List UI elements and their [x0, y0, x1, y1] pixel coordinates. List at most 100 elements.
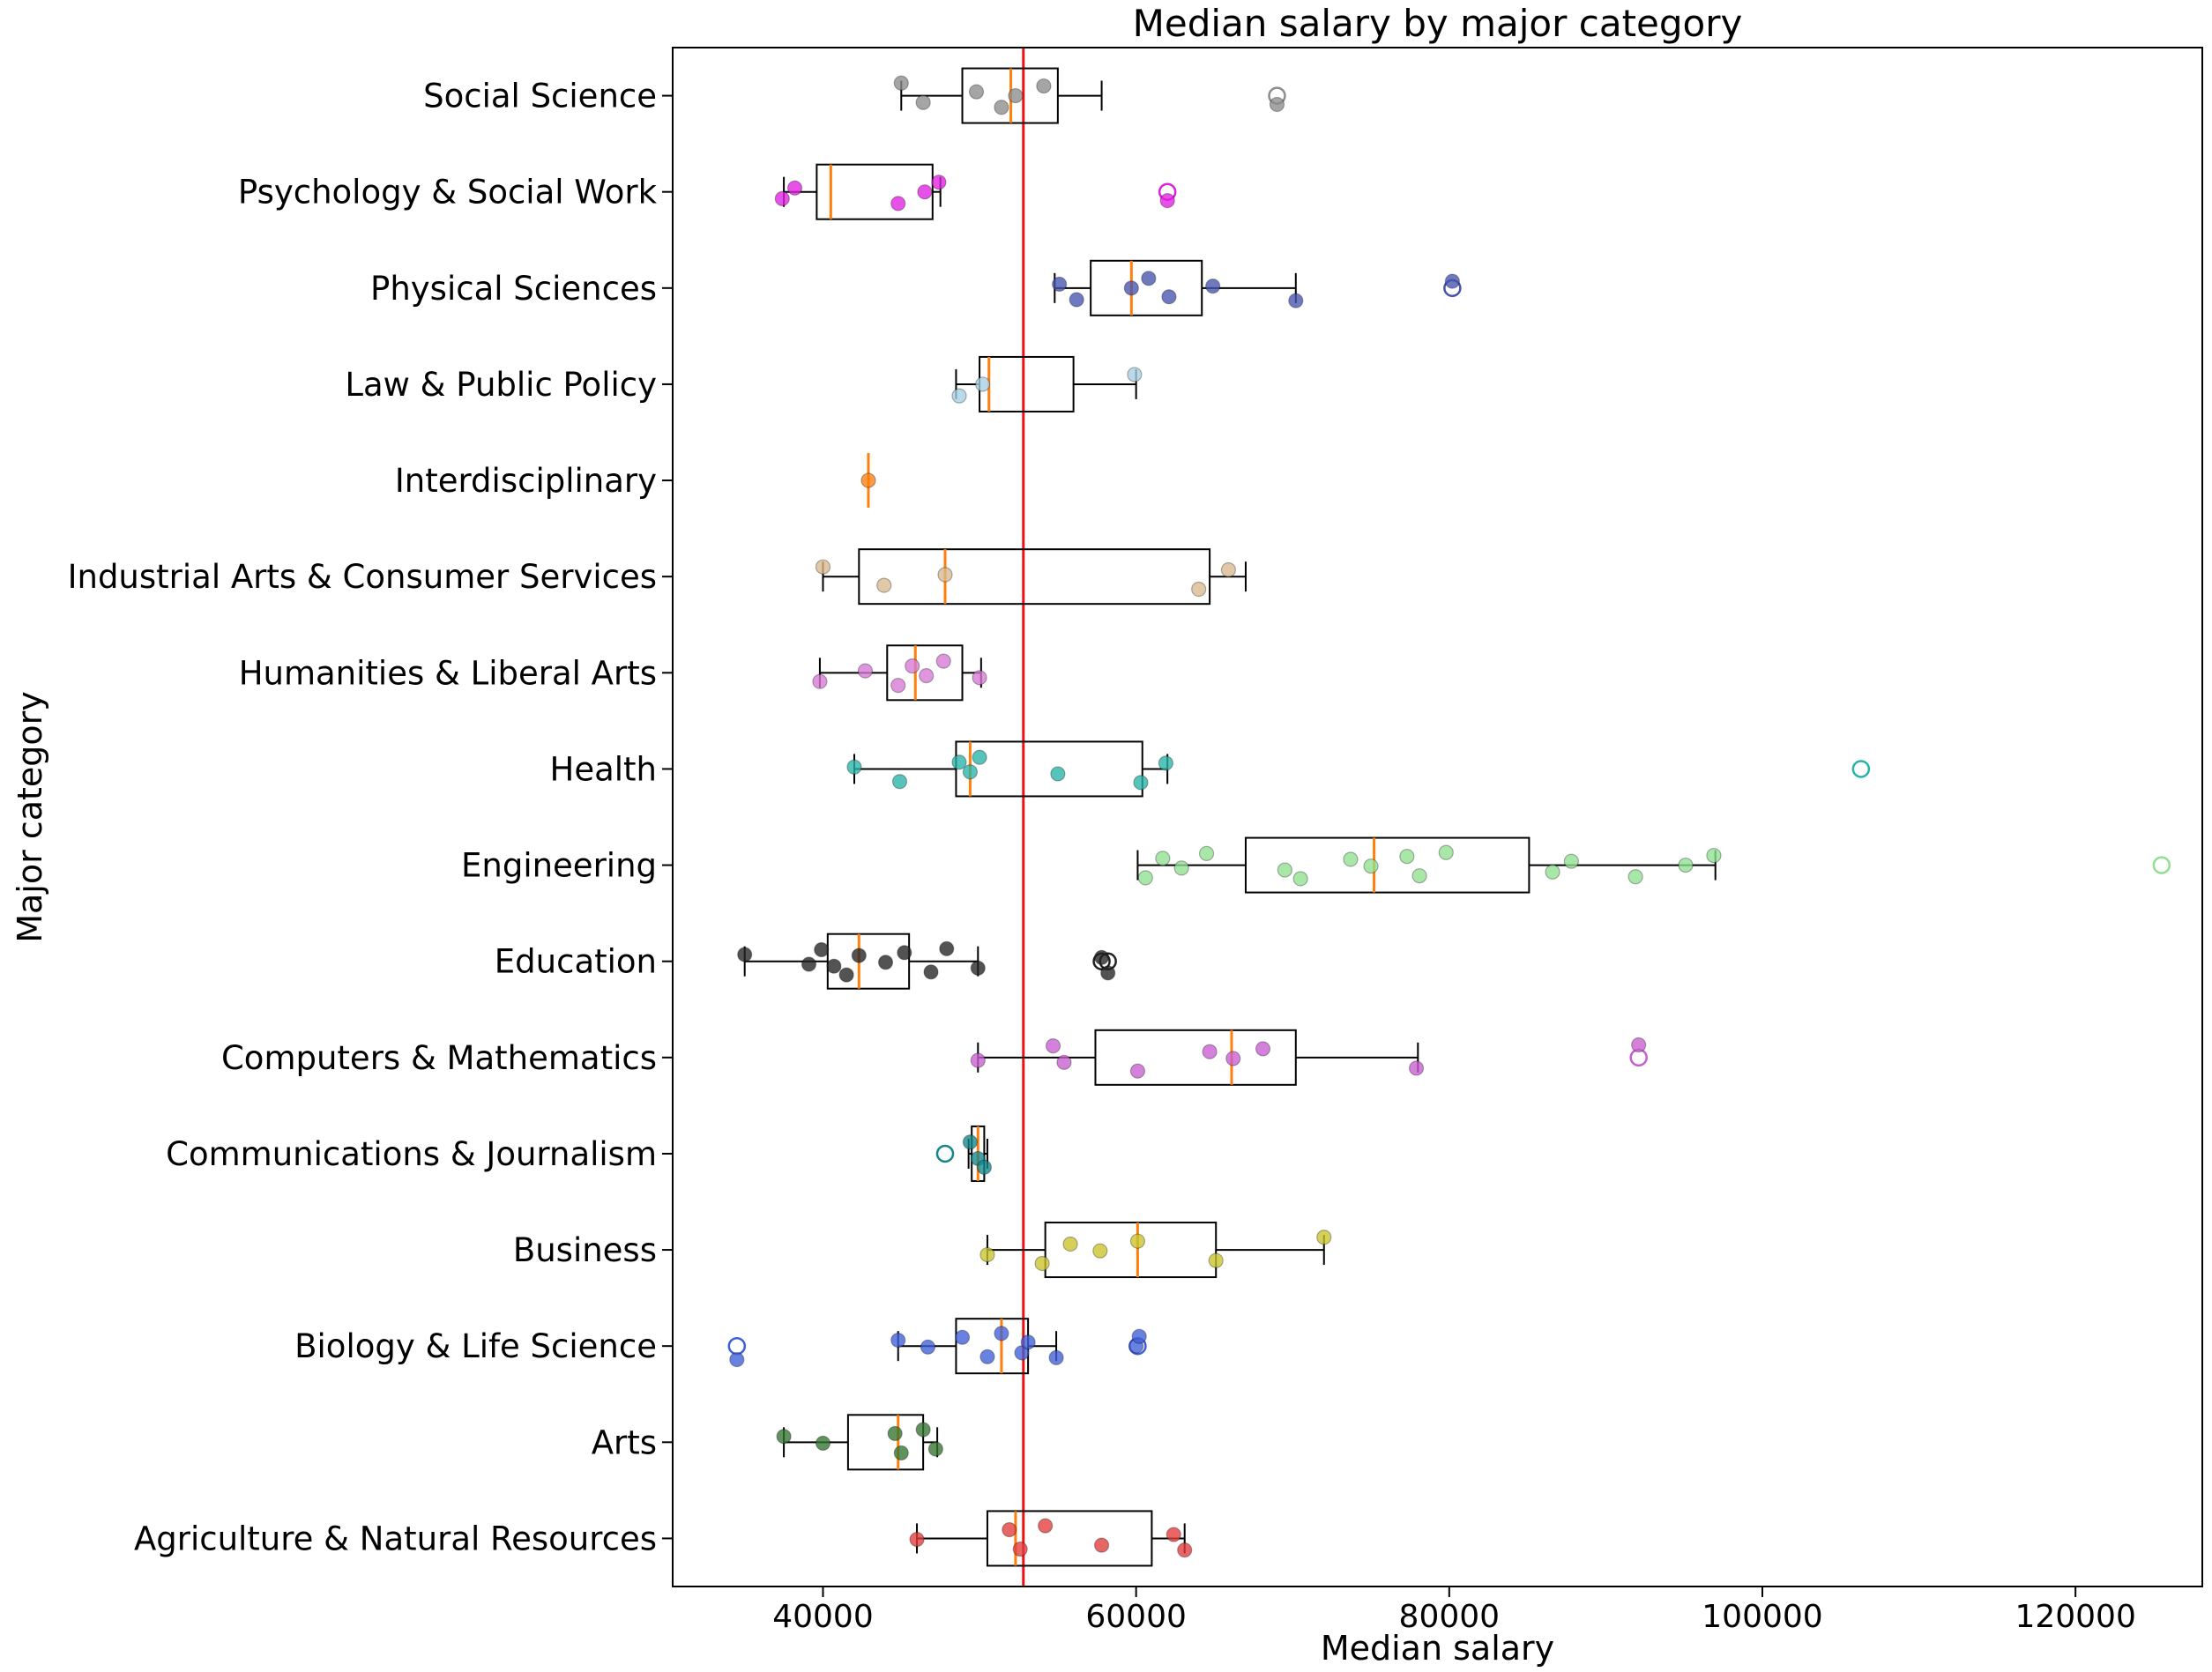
data-point	[1100, 965, 1116, 981]
data-point	[968, 84, 985, 100]
data-point	[970, 960, 986, 976]
data-point	[887, 1425, 903, 1442]
data-point	[815, 559, 831, 575]
data-point	[812, 673, 828, 689]
data-point	[1155, 851, 1171, 866]
data-point	[1036, 78, 1052, 94]
data-point	[1627, 869, 1643, 885]
data-point	[937, 567, 953, 583]
data-point	[1062, 1236, 1078, 1252]
data-point	[786, 180, 803, 196]
box	[816, 163, 934, 220]
y-tick-label: Business	[513, 1231, 657, 1269]
data-point	[1012, 1541, 1028, 1557]
data-point	[1411, 868, 1427, 884]
boxplot-row-social-science	[893, 67, 1286, 124]
data-point	[1045, 1038, 1061, 1054]
data-point	[1166, 1527, 1181, 1542]
data-point	[951, 388, 967, 404]
box	[955, 740, 1143, 798]
data-point	[1177, 1542, 1193, 1558]
x-tick-label: 40000	[772, 1599, 874, 1635]
data-point	[1444, 273, 1460, 289]
data-point	[917, 184, 933, 200]
data-point	[962, 1134, 979, 1150]
data-point	[1038, 1518, 1054, 1534]
data-point	[919, 668, 935, 684]
data-point	[1127, 367, 1143, 383]
y-tick-label: Physical Sciences	[370, 270, 657, 308]
y-tick-label: Communications & Journalism	[166, 1135, 657, 1173]
box	[986, 1510, 1153, 1567]
box	[1094, 1029, 1297, 1086]
box	[1044, 1222, 1218, 1279]
data-point	[939, 940, 955, 956]
plot-border	[672, 47, 2203, 1587]
data-point	[905, 658, 920, 674]
y-tick-label: Humanities & Liberal Arts	[239, 654, 657, 692]
data-point	[1129, 1063, 1146, 1079]
outlier-marker	[727, 1336, 747, 1356]
data-point	[1399, 849, 1415, 865]
data-point	[877, 955, 894, 970]
y-tick-label: Industrial Arts & Consumer Services	[68, 558, 657, 596]
boxplot-row-engineering	[1136, 836, 2171, 894]
data-point	[931, 175, 947, 190]
boxplot-row-humanities-liberal-arts	[812, 644, 987, 702]
outlier-marker	[1851, 760, 1871, 778]
boxplot-row-agriculture-natural-resources	[909, 1510, 1193, 1567]
data-point	[1093, 1537, 1110, 1553]
data-point	[1002, 1521, 1017, 1538]
data-point	[954, 1329, 971, 1345]
data-point	[979, 1349, 995, 1364]
data-point	[1316, 1230, 1332, 1245]
y-tick-label: Agriculture & Natural Resources	[134, 1520, 657, 1557]
data-point	[976, 1159, 992, 1175]
data-point	[890, 1332, 906, 1349]
boxplot-row-education	[737, 933, 1117, 990]
y-tick-label: Engineering	[461, 847, 657, 885]
data-point	[1220, 561, 1237, 578]
data-point	[890, 678, 906, 694]
box	[1244, 836, 1531, 894]
y-tick-label: Social Science	[423, 78, 657, 115]
data-point	[838, 967, 854, 983]
data-point	[1141, 271, 1157, 286]
boxplot-row-interdisciplinary	[860, 453, 876, 509]
y-tick-label: Interdisciplinary	[395, 462, 657, 500]
data-point	[994, 1326, 1009, 1341]
boxplot-row-industrial-arts-consumer-services	[815, 548, 1247, 606]
x-tick-label: 100000	[1702, 1599, 1822, 1635]
data-point	[1159, 192, 1175, 209]
data-point	[1173, 860, 1189, 876]
data-point	[1438, 844, 1454, 860]
data-point	[1343, 851, 1359, 867]
data-point	[1363, 858, 1379, 874]
data-point	[935, 653, 951, 669]
data-point	[1225, 1051, 1241, 1066]
data-point	[1269, 96, 1285, 113]
outlier-marker	[935, 1144, 955, 1163]
boxplot-row-physical-sciences	[1052, 259, 1462, 316]
box	[955, 1318, 1030, 1375]
data-point	[1137, 870, 1153, 886]
data-point	[1277, 862, 1292, 878]
data-point	[1129, 1233, 1146, 1249]
data-point	[951, 754, 967, 770]
data-point	[846, 759, 862, 775]
data-point	[1008, 87, 1024, 104]
data-point	[876, 577, 892, 593]
data-point	[801, 956, 817, 972]
data-point	[1255, 1041, 1271, 1057]
data-point	[1020, 1334, 1036, 1350]
data-point	[857, 663, 874, 679]
data-point	[1205, 279, 1221, 294]
data-point	[729, 1351, 745, 1368]
data-point	[737, 947, 753, 962]
data-point	[1678, 857, 1694, 873]
box	[979, 355, 1075, 412]
y-tick-label: Arts	[592, 1423, 657, 1461]
data-point	[909, 1531, 925, 1548]
data-point	[1545, 864, 1560, 880]
x-tick-label: 80000	[1399, 1599, 1501, 1635]
